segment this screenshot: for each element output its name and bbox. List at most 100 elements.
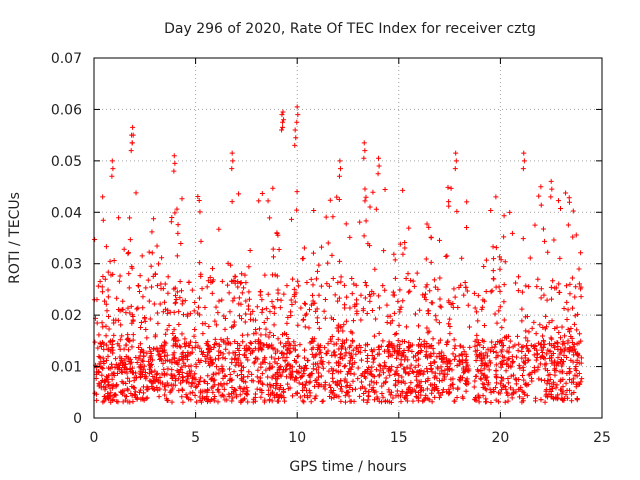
data-point xyxy=(187,368,193,374)
data-point xyxy=(425,310,431,316)
data-point xyxy=(182,363,188,369)
data-point xyxy=(103,323,109,329)
data-point xyxy=(389,352,395,358)
data-point xyxy=(109,339,115,345)
data-point xyxy=(319,244,325,250)
data-point xyxy=(343,337,349,343)
data-point xyxy=(169,399,175,405)
data-point xyxy=(321,308,327,314)
data-point xyxy=(245,357,251,363)
data-point xyxy=(289,364,295,370)
data-point xyxy=(139,253,145,259)
data-point xyxy=(499,325,505,331)
data-point xyxy=(230,158,236,164)
data-point xyxy=(327,336,333,342)
data-point xyxy=(397,393,403,399)
data-point xyxy=(450,381,456,387)
data-point xyxy=(464,364,470,370)
data-point xyxy=(229,166,235,172)
data-point xyxy=(279,350,285,356)
data-point xyxy=(311,354,317,360)
data-point xyxy=(358,317,364,323)
data-point xyxy=(277,372,283,378)
data-point xyxy=(105,287,111,293)
data-point xyxy=(329,371,335,377)
data-point xyxy=(309,351,315,357)
data-point xyxy=(566,349,572,355)
data-point xyxy=(428,354,434,360)
data-point xyxy=(213,356,219,362)
data-point xyxy=(548,178,554,184)
data-point xyxy=(187,339,193,345)
data-point xyxy=(569,340,575,346)
data-point xyxy=(327,197,333,203)
data-point xyxy=(337,258,343,264)
data-point xyxy=(550,278,556,284)
data-point xyxy=(493,245,499,251)
data-point xyxy=(335,298,341,304)
data-point xyxy=(141,363,147,369)
data-point xyxy=(267,309,273,315)
data-point xyxy=(249,378,255,384)
data-point xyxy=(153,332,159,338)
data-point xyxy=(259,388,265,394)
data-point xyxy=(220,355,226,361)
data-point xyxy=(494,320,500,326)
data-point xyxy=(515,348,521,354)
data-point xyxy=(291,339,297,345)
data-point xyxy=(347,358,353,364)
data-point xyxy=(453,150,459,156)
data-point xyxy=(310,366,316,372)
data-point xyxy=(330,379,336,385)
data-point xyxy=(548,392,554,398)
data-point xyxy=(447,383,453,389)
data-point xyxy=(488,289,494,295)
data-point xyxy=(401,349,407,355)
data-point xyxy=(274,391,280,397)
data-point xyxy=(165,383,171,389)
data-point xyxy=(347,366,353,372)
data-point xyxy=(172,285,178,291)
data-point xyxy=(242,396,248,402)
data-point xyxy=(232,339,238,345)
data-point xyxy=(399,374,405,380)
data-point xyxy=(220,375,226,381)
data-point xyxy=(307,390,313,396)
data-point xyxy=(459,352,465,358)
data-point xyxy=(211,371,217,377)
data-point xyxy=(313,276,319,282)
data-point xyxy=(402,380,408,386)
data-point xyxy=(260,359,266,365)
data-point xyxy=(102,298,108,304)
data-point xyxy=(540,226,546,232)
data-point xyxy=(162,392,168,398)
data-point xyxy=(479,371,485,377)
data-point xyxy=(508,373,514,379)
data-point xyxy=(415,382,421,388)
data-point xyxy=(522,352,528,358)
data-point xyxy=(474,332,480,338)
data-point xyxy=(148,353,154,359)
data-point xyxy=(172,210,178,216)
data-point xyxy=(258,332,264,338)
data-point xyxy=(207,274,213,280)
data-point xyxy=(232,349,238,355)
data-point xyxy=(135,305,141,311)
data-point xyxy=(523,328,529,334)
data-point xyxy=(100,399,106,405)
data-point xyxy=(408,362,414,368)
data-point xyxy=(440,387,446,393)
data-point xyxy=(556,281,562,287)
data-point xyxy=(335,280,341,286)
data-point xyxy=(366,389,372,395)
data-point xyxy=(331,341,337,347)
data-point xyxy=(158,286,164,292)
data-point xyxy=(125,305,131,311)
data-point xyxy=(198,273,204,279)
data-point xyxy=(110,398,116,404)
y-tick-label: 0.05 xyxy=(51,154,82,170)
data-point xyxy=(557,255,563,261)
data-point xyxy=(355,348,361,354)
data-point xyxy=(444,371,450,377)
